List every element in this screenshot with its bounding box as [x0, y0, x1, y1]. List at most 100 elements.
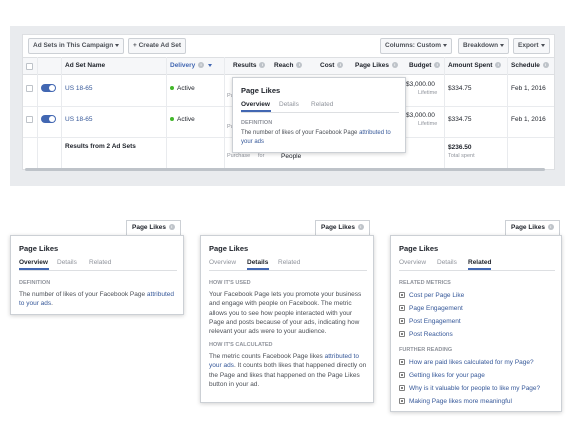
- tab-related[interactable]: Related: [89, 259, 112, 266]
- info-icon: i: [357, 224, 364, 231]
- header-schedule[interactable]: Schedule i: [511, 62, 549, 69]
- tab-related[interactable]: Related: [278, 259, 301, 266]
- delivery-status-label: Active: [177, 116, 195, 123]
- export-dropdown[interactable]: Export: [513, 38, 550, 54]
- amount-spent-value: $334.75: [448, 85, 472, 92]
- columns-dropdown[interactable]: Columns: Custom: [380, 38, 452, 54]
- header-reach-label: Reach: [274, 62, 294, 69]
- related-metrics-heading: RELATED METRICS: [399, 280, 451, 286]
- tab-details[interactable]: Details: [57, 259, 77, 266]
- header-delivery[interactable]: Delivery i: [170, 62, 212, 69]
- active-tab-underline: [247, 268, 269, 270]
- summary-results-sub: Purchase: [227, 153, 251, 159]
- how-calculated-prefix: The metric counts Facebook Page likes: [209, 353, 325, 360]
- caret-down-icon: [500, 43, 505, 47]
- page-likes-header-button[interactable]: Page Likes i: [505, 220, 560, 235]
- results-sub: Pu: [227, 93, 234, 99]
- tab-details[interactable]: Details: [247, 259, 269, 266]
- related-metric-link[interactable]: Post Engagement: [399, 318, 461, 325]
- export-dropdown-label: Export: [518, 42, 539, 49]
- info-icon: i: [547, 224, 554, 231]
- attributed-link[interactable]: attributed to your ads: [209, 353, 359, 370]
- page-likes-popover: Page Likes Overview Details Related DEFI…: [232, 77, 406, 153]
- reading-label: How are paid likes calculated for my Pag…: [409, 359, 534, 366]
- tab-details[interactable]: Details: [437, 259, 457, 266]
- reading-link[interactable]: How are paid likes calculated for my Pag…: [399, 359, 534, 366]
- select-all-checkbox[interactable]: [26, 63, 33, 70]
- related-metric-link[interactable]: Page Engagement: [399, 305, 463, 312]
- tab-related[interactable]: Related: [311, 101, 334, 108]
- info-icon: i: [296, 62, 303, 69]
- summary-reach-sub: People: [281, 153, 302, 160]
- info-icon: i: [168, 224, 175, 231]
- header-budget[interactable]: Budget i: [409, 62, 441, 69]
- tabs-divider: [241, 112, 399, 113]
- active-tab-underline: [468, 268, 491, 270]
- reading-link[interactable]: Getting likes for your page: [399, 372, 485, 379]
- column-divider: [166, 57, 167, 171]
- related-metric-link[interactable]: Cost per Page Like: [399, 292, 464, 299]
- tab-related[interactable]: Related: [468, 259, 492, 266]
- reading-link[interactable]: Why is it valuable for people to like my…: [399, 385, 540, 392]
- page-likes-header-button[interactable]: Page Likes i: [315, 220, 370, 235]
- how-calculated-text: The metric counts Facebook Page likes at…: [209, 352, 369, 389]
- active-dot-icon: [170, 86, 174, 91]
- page-likes-header-label: Page Likes: [511, 224, 545, 231]
- header-page-likes[interactable]: Page Likes i: [355, 62, 398, 69]
- horizontal-scrollbar[interactable]: [25, 168, 545, 171]
- info-icon: i: [391, 62, 398, 69]
- how-calculated-heading: HOW IT'S CALCULATED: [209, 342, 273, 348]
- column-divider: [444, 57, 445, 171]
- ad-sets-dropdown-label: Ad Sets in This Campaign: [33, 42, 114, 49]
- row-checkbox[interactable]: [26, 116, 33, 123]
- amount-spent-value: $334.75: [448, 116, 472, 123]
- attributed-link[interactable]: attributed to your ads: [19, 291, 175, 308]
- page-likes-header-label: Page Likes: [132, 224, 166, 231]
- reading-link[interactable]: Making Page likes more meaningful: [399, 398, 512, 405]
- metric-icon: [399, 305, 405, 312]
- reading-label: Why is it valuable for people to like my…: [409, 385, 541, 392]
- definition-text-prefix: The number of likes of your Facebook Pag…: [19, 291, 147, 298]
- definition-text-prefix: The number of likes of your Facebook Pag…: [241, 130, 360, 136]
- header-ad-set-name[interactable]: Ad Set Name: [65, 62, 106, 69]
- header-amount-spent[interactable]: Amount Spent i: [448, 62, 502, 69]
- toggle-icon[interactable]: [41, 84, 56, 92]
- tab-overview[interactable]: Overview: [241, 101, 270, 108]
- column-divider: [224, 57, 225, 171]
- header-budget-label: Budget: [409, 62, 432, 69]
- tab-overview[interactable]: Overview: [209, 259, 237, 266]
- tab-details[interactable]: Details: [279, 101, 299, 108]
- tabs-divider: [19, 270, 177, 271]
- header-results[interactable]: Results i: [233, 62, 266, 69]
- breakdown-dropdown-label: Breakdown: [463, 42, 499, 49]
- details-panel: Page Likes Overview Details Related HOW …: [200, 235, 374, 403]
- ad-set-name-link[interactable]: US 18-65: [65, 85, 93, 92]
- related-panel: Page Likes Overview Details Related RELA…: [390, 235, 562, 412]
- ad-sets-dropdown[interactable]: Ad Sets in This Campaign: [28, 38, 125, 54]
- tab-overview[interactable]: Overview: [399, 259, 427, 266]
- popover-title: Page Likes: [399, 244, 439, 253]
- header-cost[interactable]: Cost i: [320, 62, 344, 69]
- info-icon: i: [542, 62, 549, 69]
- related-metric-link[interactable]: Post Reactions: [399, 331, 453, 338]
- definition-text-suffix: .: [51, 300, 53, 308]
- header-delivery-label: Delivery: [170, 62, 196, 69]
- ad-set-name-link[interactable]: US 18-65: [65, 116, 93, 123]
- active-tab-underline: [19, 268, 49, 270]
- row-checkbox[interactable]: [26, 85, 33, 92]
- page-likes-header-button[interactable]: Page Likes i: [126, 220, 181, 235]
- header-amount-spent-label: Amount Spent: [448, 62, 493, 69]
- create-ad-set-button[interactable]: + Create Ad Set: [128, 38, 186, 54]
- caret-down-icon: [115, 43, 120, 47]
- breakdown-dropdown[interactable]: Breakdown: [458, 38, 510, 54]
- header-reach[interactable]: Reach i: [274, 62, 303, 69]
- related-metric-label: Page Engagement: [409, 305, 463, 312]
- attributed-link[interactable]: attributed to your ads: [241, 130, 391, 145]
- caret-down-icon: [207, 63, 212, 67]
- tab-overview[interactable]: Overview: [19, 259, 48, 266]
- ad-sets-table-panel: Ad Sets in This Campaign + Create Ad Set…: [22, 34, 555, 171]
- info-icon: i: [259, 62, 266, 69]
- info-icon: i: [495, 62, 502, 69]
- toggle-icon[interactable]: [41, 115, 56, 123]
- active-dot-icon: [170, 117, 174, 122]
